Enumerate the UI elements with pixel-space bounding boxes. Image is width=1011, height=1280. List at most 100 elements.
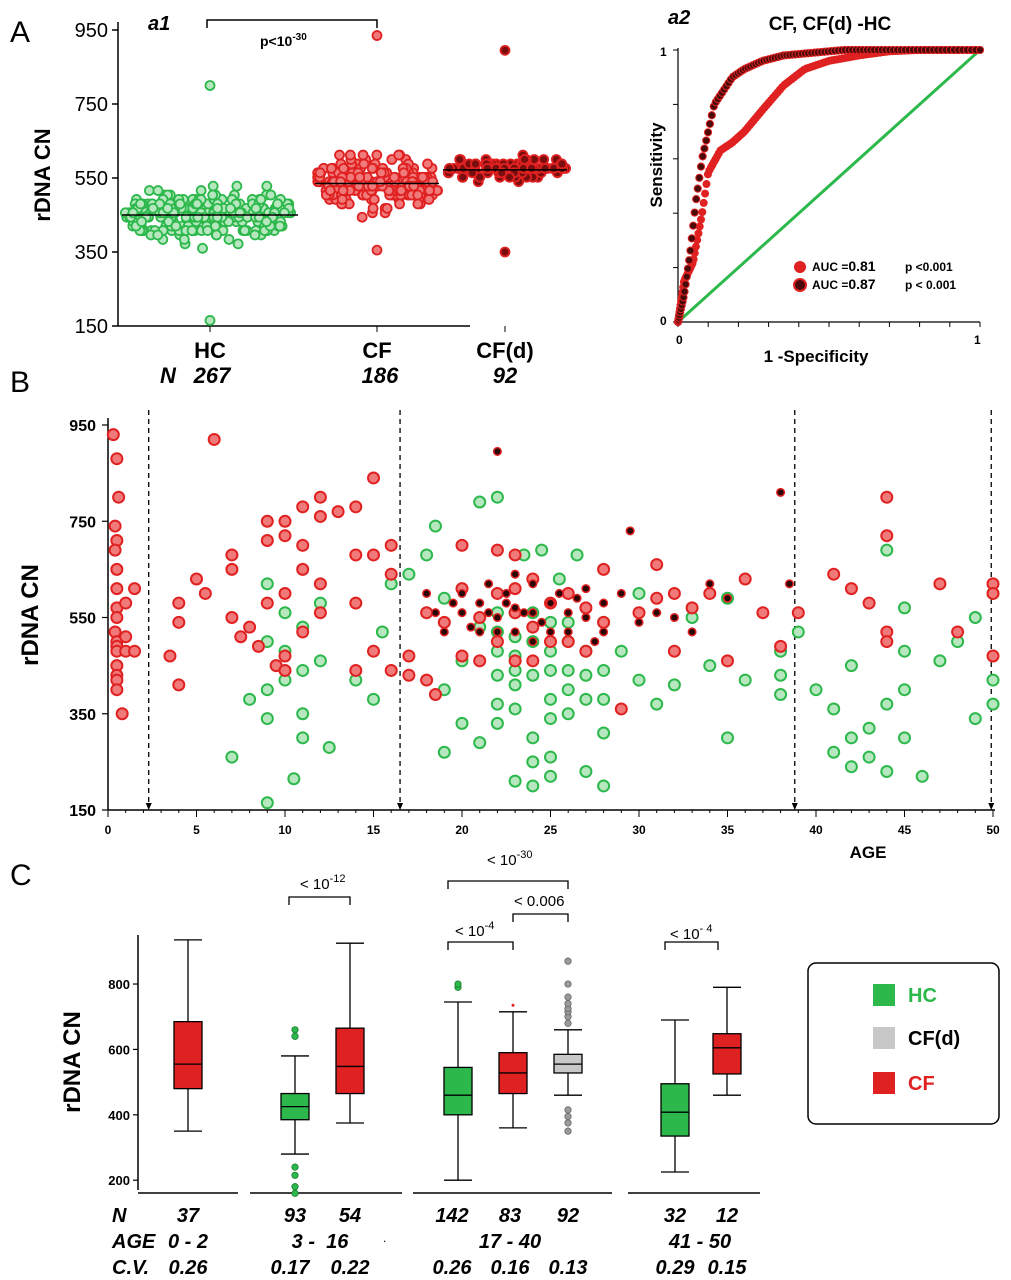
- b-point-cfd: [492, 446, 502, 457]
- b-point-cf: [428, 688, 442, 701]
- b-point-cfd: [634, 617, 644, 627]
- b-point-cfd: [572, 593, 582, 603]
- a2-xtick-1: 1: [974, 333, 981, 347]
- a2-legend-cfd-text: AUC =0.87: [812, 276, 876, 292]
- b-point-hc: [915, 769, 929, 783]
- c-age-1: 0 - 2: [168, 1231, 208, 1253]
- b-point-cf: [260, 514, 274, 528]
- b-point-hc: [880, 697, 894, 711]
- b-ytick-label-150: 150: [69, 803, 96, 820]
- a2-diagonal-line: [676, 48, 982, 324]
- c-box-hc-2-outlier: [291, 1163, 299, 1171]
- b-point-cfd: [616, 588, 626, 598]
- b-point-cf: [251, 639, 265, 653]
- a1-median-lines: [122, 169, 567, 216]
- b-point-cfd: [430, 608, 441, 618]
- b-point-hc: [526, 731, 540, 745]
- b-point-hc: [437, 591, 451, 605]
- a1-point-hc: [232, 238, 244, 250]
- a1-point-cf: [422, 158, 433, 170]
- a1-point-cf: [326, 162, 337, 174]
- b-point-hc: [455, 716, 469, 730]
- b-xtick-label-50: 50: [986, 823, 1000, 837]
- b-point-cf: [110, 683, 124, 697]
- a1-point-min: [371, 244, 383, 256]
- a1-point-hc: [178, 234, 190, 245]
- a1-point-hc: [239, 225, 251, 236]
- b-point-hc: [526, 779, 540, 793]
- b-ytick-label-550: 550: [69, 611, 96, 628]
- b-point-hc: [614, 644, 628, 658]
- b-age-divider-arrow: [791, 803, 798, 810]
- c-legend-cfd-label: CF(d): [908, 1028, 960, 1050]
- b-point-hc: [402, 567, 416, 581]
- b-point-hc: [437, 745, 451, 759]
- b-point-cf: [296, 538, 310, 552]
- b-point-cfd: [492, 627, 502, 637]
- c-cv-2: 0.17: [271, 1257, 311, 1279]
- b-point-cf: [260, 596, 274, 610]
- b-point-cf: [473, 654, 487, 668]
- b-point-cfd: [510, 603, 520, 613]
- b-ytick-label-950: 950: [69, 418, 96, 435]
- b-point-cf: [367, 471, 380, 485]
- b-point-cf: [313, 577, 327, 591]
- a1-point-min: [204, 315, 216, 326]
- a1-point-cfd: [519, 154, 530, 165]
- b-point-cfd: [722, 593, 733, 603]
- c-age-2: 3 - 16: [292, 1231, 350, 1253]
- b-point-cf: [349, 500, 363, 514]
- b-point-cf: [119, 630, 133, 644]
- b-point-cf: [508, 654, 522, 668]
- b-ytick-label-750: 750: [69, 514, 96, 531]
- a2-roc-point-cf: [694, 229, 703, 238]
- b-point-cf: [296, 562, 310, 576]
- b-point-hc: [898, 731, 911, 745]
- a1-n-cf: 186: [362, 363, 399, 388]
- b-point-cfd: [501, 598, 511, 608]
- a1-point-cfd: [454, 154, 466, 165]
- b-point-cf: [721, 654, 734, 668]
- c-box-hc-2-outlier: [291, 1189, 299, 1197]
- b-point-hc: [827, 702, 841, 716]
- c-n-2: 93: [284, 1205, 306, 1227]
- b-point-cf: [632, 606, 646, 620]
- b-point-cfd: [501, 588, 511, 598]
- a1-point-hc: [207, 189, 219, 201]
- b-point-hc: [570, 548, 584, 562]
- a1-point-hc: [127, 207, 139, 219]
- c-box-hc-2-outlier: [291, 1171, 299, 1179]
- b-point-cf: [561, 635, 575, 649]
- b-point-cf: [296, 625, 310, 639]
- a1-point-cf: [334, 149, 345, 161]
- b-point-cf: [951, 625, 965, 639]
- a2-xtick-0: 0: [676, 333, 683, 347]
- a1-point-hc: [170, 220, 182, 232]
- a1-point-cf: [357, 149, 369, 161]
- b-point-cf: [880, 529, 894, 543]
- c-n-1: 37: [177, 1205, 200, 1227]
- a2-roc-point-cfd: [692, 195, 701, 204]
- b-point-hc: [260, 796, 274, 810]
- a1-point-cf: [324, 185, 336, 196]
- a1-ytick-label-350: 350: [75, 242, 108, 264]
- b-point-cf: [561, 586, 575, 600]
- a1-point-cf: [335, 176, 346, 188]
- b-point-hc: [968, 712, 982, 726]
- a2-roc-point-cf: [699, 198, 708, 207]
- a1-point-hc: [274, 220, 286, 232]
- b-point-cfd: [439, 627, 449, 637]
- b-point-hc: [544, 712, 557, 726]
- a1-point-max: [371, 30, 383, 41]
- a1-point-cfd: [538, 154, 550, 165]
- b-point-hc: [473, 495, 487, 509]
- a1-point-hc: [147, 202, 159, 214]
- a2-roc-point-cfd: [680, 287, 689, 296]
- a1-point-cf: [374, 176, 386, 188]
- a1-point-max: [499, 44, 511, 56]
- a1-point-max: [204, 80, 216, 91]
- c-row-cv-label: C.V.: [112, 1257, 149, 1279]
- b-point-hc: [544, 663, 557, 677]
- b-point-hc: [420, 548, 434, 562]
- b-point-cf: [738, 572, 752, 586]
